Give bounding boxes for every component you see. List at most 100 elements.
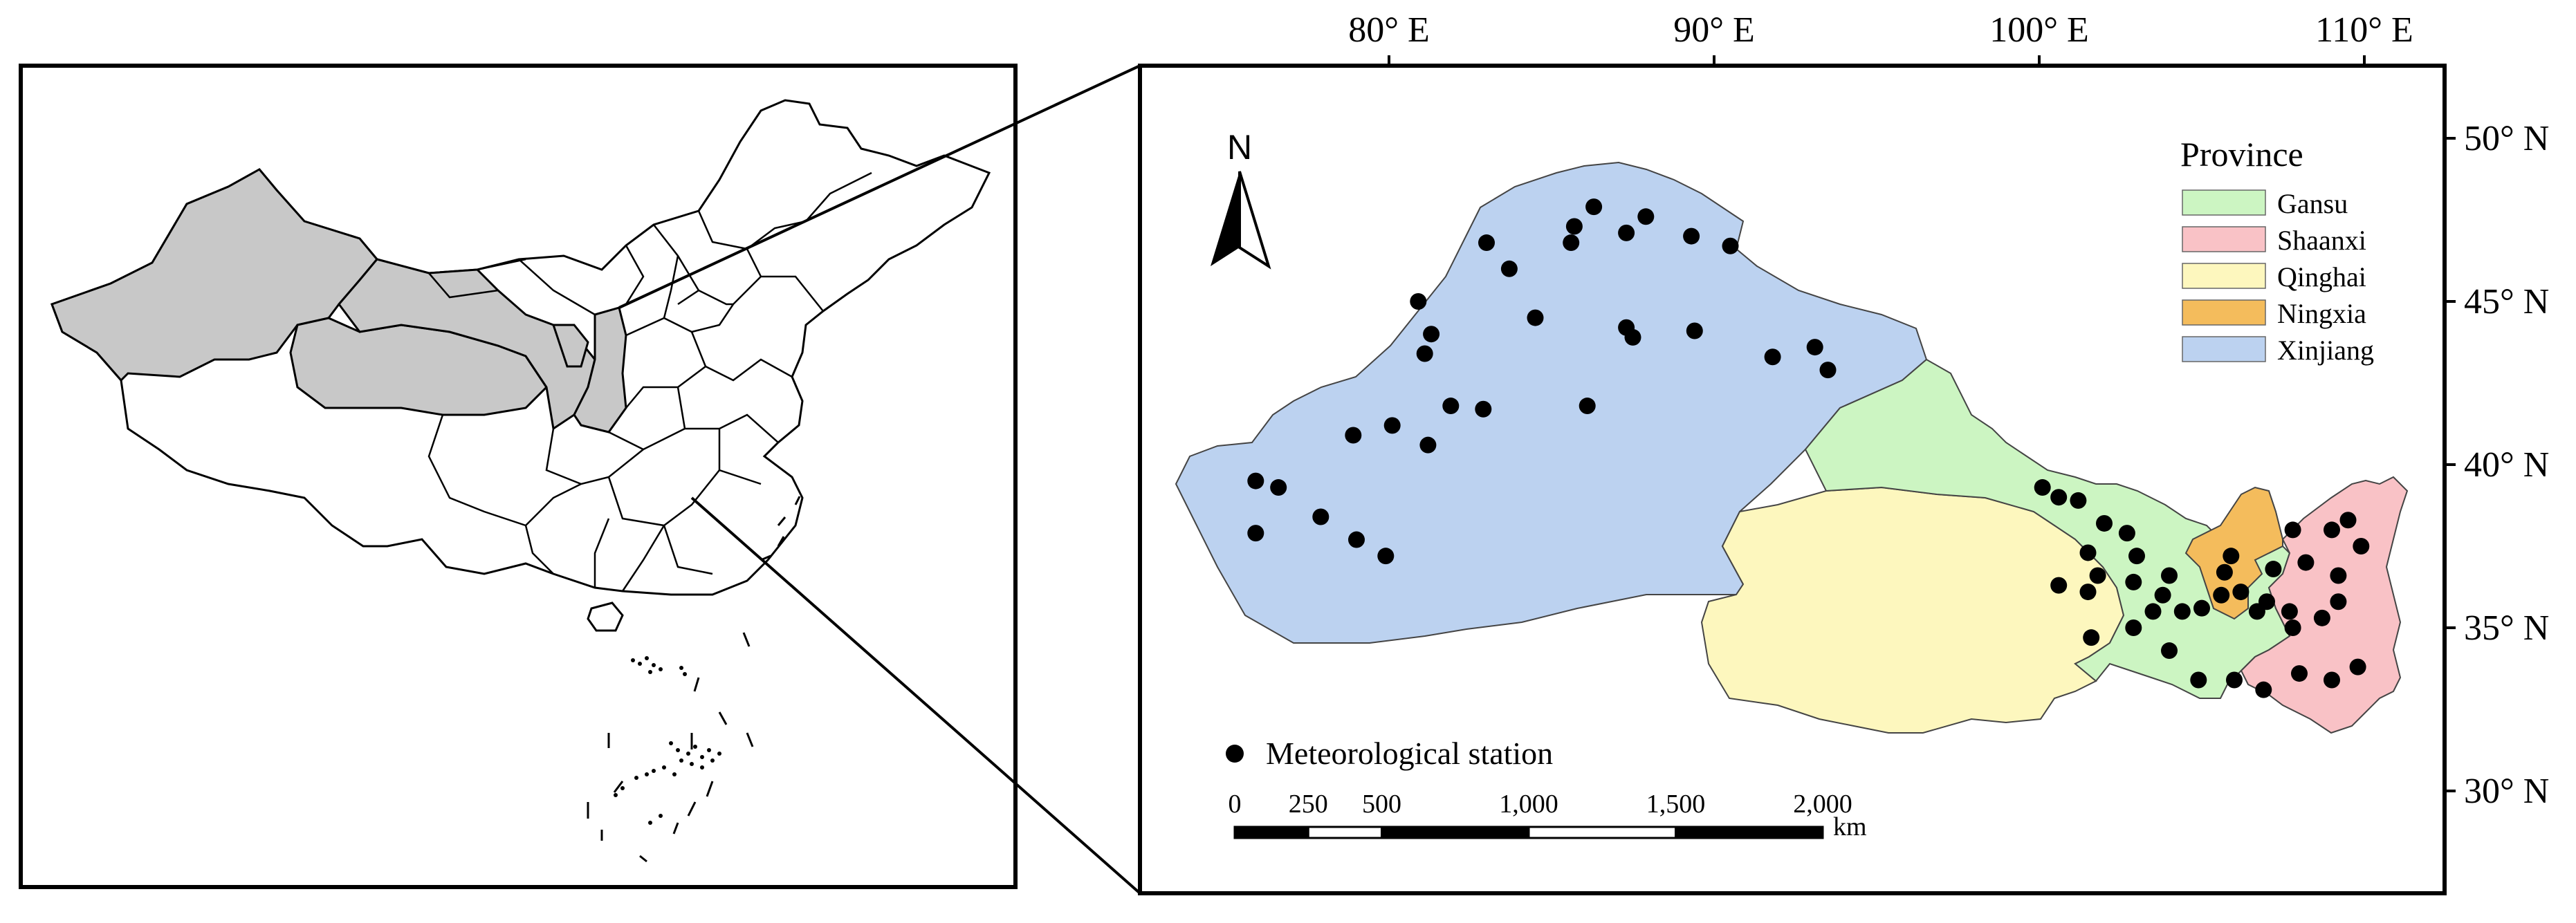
station-point (2083, 629, 2100, 646)
station-point (1585, 198, 1603, 216)
north-arrow-shape (1211, 171, 1240, 266)
station-point (2089, 567, 2106, 584)
scale-bar: 0 250 500 1,000 1,500 2,000 km (1229, 790, 1867, 841)
station-point (2248, 603, 2265, 620)
longitude-tick-marks (1388, 55, 2366, 66)
scale-bar-label: 1,000 (1499, 790, 1558, 819)
legend-title: Province (2180, 135, 2303, 174)
station-point (2118, 525, 2135, 542)
station-point (1270, 479, 1287, 496)
station-point (2193, 599, 2210, 617)
station-point (2330, 567, 2347, 584)
station-point (2050, 577, 2068, 594)
province-xinjiang (1175, 161, 1928, 644)
station-point (1527, 309, 1544, 326)
station-point (1312, 508, 1330, 525)
station-legend: Meteorological station (1226, 736, 1553, 771)
station-point (2291, 665, 2308, 682)
detail-map: N Province Gansu Shaanxi Qinghai Ningxia… (1138, 64, 2447, 895)
scale-bar-labels: 0 250 500 1,000 1,500 2,000 (1229, 790, 1852, 819)
latitude-tick-labels: 50° N 45° N 40° N 35° N 30° N (2464, 119, 2549, 811)
station-point (1579, 398, 1596, 415)
scale-bar-label: 250 (1289, 790, 1328, 819)
station-point (2125, 619, 2142, 636)
legend-label-qinghai: Qinghai (2277, 261, 2366, 292)
legend-label-ningxia: Ningxia (2277, 298, 2366, 329)
station-point (2223, 548, 2240, 565)
latitude-label: 45° N (2464, 282, 2549, 321)
station-point (2255, 681, 2272, 698)
legend-label-shaanxi: Shaanxi (2277, 225, 2366, 256)
station-point (2226, 671, 2243, 689)
station-point (2284, 521, 2301, 539)
scale-bar-label: 500 (1362, 790, 1401, 819)
scale-bar-segment (1527, 826, 1677, 839)
station-legend-label: Meteorological station (1266, 736, 1553, 771)
station-point (1348, 531, 1365, 548)
scale-bar-segment (1381, 826, 1530, 839)
station-point (2079, 544, 2097, 561)
station-point (2265, 561, 2282, 578)
station-point (1637, 208, 1655, 225)
station-legend-dot (1226, 745, 1244, 763)
station-point (1819, 362, 1837, 379)
station-point (2034, 479, 2051, 496)
station-point (2128, 548, 2145, 565)
station-point (1618, 224, 1635, 241)
south-sea-islands (587, 496, 801, 863)
station-point (2330, 593, 2347, 610)
scale-bar-label: 2,000 (1793, 790, 1852, 819)
station-point (1475, 400, 1492, 418)
longitude-label: 110° E (2315, 10, 2413, 50)
station-point (1377, 548, 1395, 565)
station-point (1410, 293, 1427, 310)
legend-label-gansu: Gansu (2277, 188, 2348, 219)
latitude-tick-marks (2445, 137, 2456, 792)
station-point (2154, 586, 2171, 604)
legend-swatch-ningxia (2182, 299, 2266, 326)
longitude-label: 100° E (1989, 10, 2089, 50)
station-point (2144, 603, 2162, 620)
station-point (2324, 521, 2340, 539)
station-point (1478, 234, 1495, 252)
overview-province-borders (427, 171, 872, 592)
station-point (2070, 492, 2087, 509)
station-point (1247, 525, 1264, 542)
station-point (2297, 554, 2315, 571)
station-point (2216, 563, 2233, 581)
longitude-tick-labels: 80° E 90° E 100° E 110° E (1348, 10, 2413, 50)
station-point (1423, 326, 1440, 343)
overview-map (19, 64, 1018, 889)
station-point (2349, 658, 2366, 675)
station-point (1345, 427, 1362, 444)
station-point (1764, 348, 1781, 366)
legend: Province Gansu Shaanxi Qinghai Ningxia X… (2180, 135, 2374, 366)
latitude-label: 50° N (2464, 119, 2549, 158)
station-point (2353, 538, 2370, 554)
legend-swatch-xinjiang (2182, 336, 2266, 362)
station-point (2281, 603, 2298, 620)
station-point (2213, 586, 2230, 604)
station-point (2161, 642, 2178, 660)
legend-swatch-gansu (2182, 189, 2266, 216)
station-point (2284, 619, 2301, 636)
station-point (1383, 417, 1401, 434)
legend-swatch-shaanxi (2182, 226, 2266, 252)
station-point (1686, 322, 1703, 339)
overview-ningxia (551, 324, 589, 368)
station-point (2161, 567, 2178, 584)
connector-lines (618, 64, 1141, 895)
longitude-label: 80° E (1348, 10, 1430, 50)
island-dots (614, 656, 721, 825)
scale-bar-segment (1675, 826, 1824, 839)
station-point (1683, 227, 1700, 245)
station-point (1500, 260, 1518, 277)
station-point (1624, 328, 1641, 346)
latitude-label: 40° N (2464, 445, 2549, 485)
station-point (1563, 234, 1580, 252)
scale-bar-unit: km (1833, 812, 1867, 841)
scale-bar-label: 0 (1229, 790, 1242, 819)
hainan-island (587, 602, 624, 632)
legend-label-xinjiang: Xinjiang (2277, 335, 2374, 366)
station-point (2173, 603, 2191, 620)
